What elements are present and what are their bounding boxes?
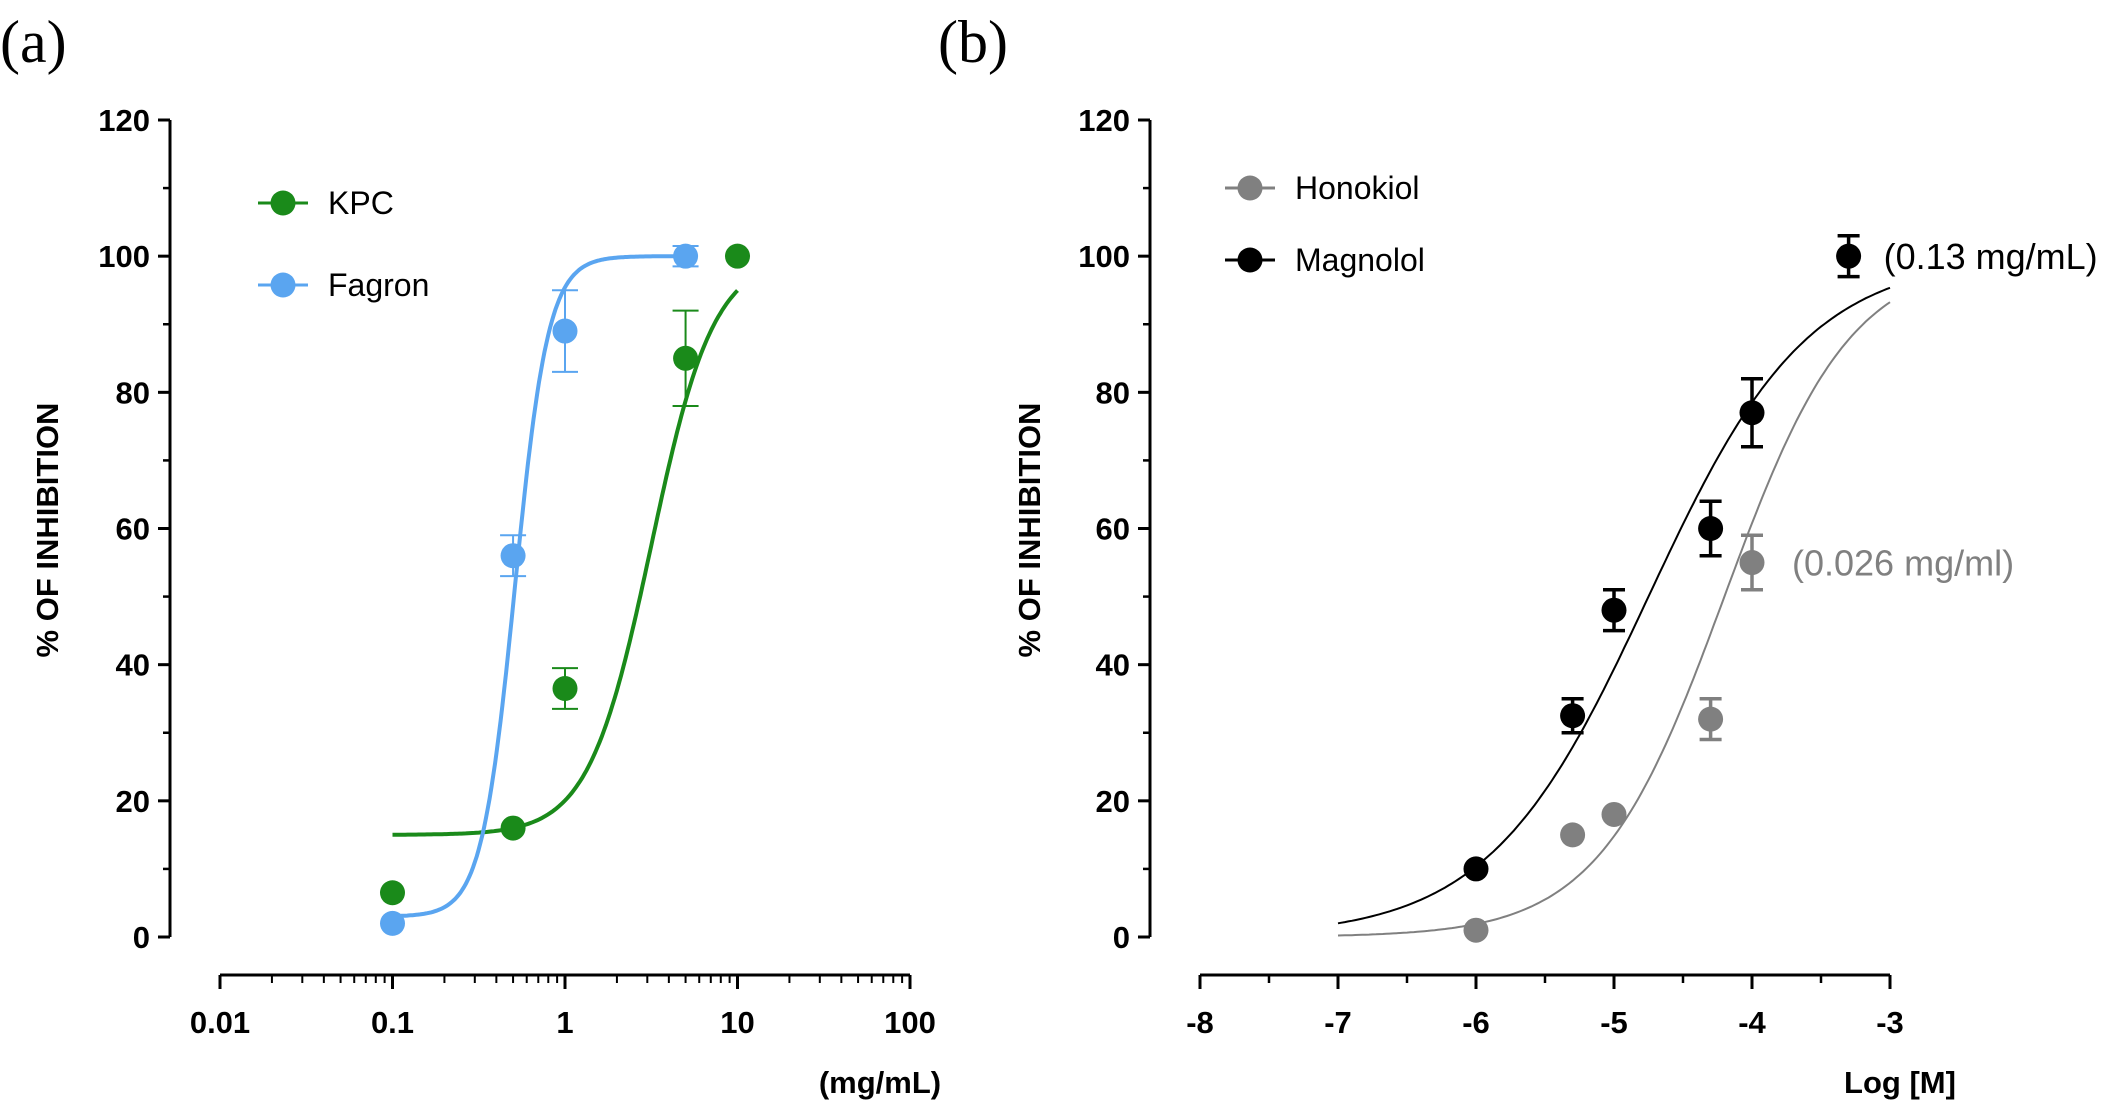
panel-label: (a) bbox=[0, 9, 67, 75]
legend-label-honokiol: Honokiol bbox=[1295, 170, 1420, 206]
x-tick-label: 0.1 bbox=[371, 1005, 414, 1040]
y-tick-label: 80 bbox=[1096, 375, 1130, 410]
fit-curve-kpc bbox=[392, 289, 739, 837]
data-point-magnolol bbox=[1739, 400, 1765, 426]
annotation-label: (0.13 mg/mL) bbox=[1884, 236, 2098, 277]
legend-marker-fagron bbox=[270, 272, 296, 298]
y-tick-label: 80 bbox=[116, 375, 150, 410]
x-tick-label: -8 bbox=[1186, 1005, 1214, 1040]
legend-label-magnolol: Magnolol bbox=[1295, 242, 1425, 278]
data-point-honokiol bbox=[1463, 917, 1489, 943]
data-point-kpc bbox=[380, 880, 405, 906]
fit-curve-magnolol bbox=[1337, 286, 1891, 925]
y-tick-label: 60 bbox=[1096, 512, 1130, 547]
x-axis-title: Log [M] bbox=[1844, 1065, 1956, 1100]
data-point-honokiol bbox=[1560, 822, 1586, 848]
y-tick-label: 40 bbox=[1096, 648, 1130, 683]
annotation-label: (0.026 mg/ml) bbox=[1792, 543, 2014, 584]
y-axis-title: % OF INHIBITION bbox=[30, 403, 65, 658]
y-tick-label: 120 bbox=[1078, 103, 1130, 138]
data-point-honokiol bbox=[1601, 801, 1627, 827]
x-tick-label: 100 bbox=[884, 1005, 936, 1040]
x-tick-label: -4 bbox=[1738, 1005, 1766, 1040]
data-point-fagron bbox=[500, 543, 526, 569]
y-tick-label: 0 bbox=[133, 920, 150, 955]
data-point-magnolol bbox=[1698, 516, 1724, 541]
y-tick-label: 60 bbox=[116, 512, 150, 547]
x-tick-label: 10 bbox=[720, 1005, 754, 1040]
y-tick-label: 40 bbox=[116, 648, 150, 683]
legend-marker-kpc bbox=[270, 190, 296, 216]
y-tick-label: 120 bbox=[98, 103, 150, 138]
x-tick-label: -7 bbox=[1324, 1005, 1352, 1040]
y-tick-label: 0 bbox=[1113, 920, 1130, 955]
data-point-kpc bbox=[725, 243, 750, 269]
data-point-fagron bbox=[380, 910, 405, 936]
x-axis-title: (mg/mL) bbox=[819, 1065, 941, 1100]
legend-marker-magnolol bbox=[1237, 247, 1263, 273]
data-point-kpc bbox=[500, 815, 526, 841]
legend-marker-honokiol bbox=[1237, 175, 1263, 201]
data-point-honokiol bbox=[1739, 550, 1765, 576]
y-tick-label: 20 bbox=[1096, 784, 1130, 819]
x-tick-label: 1 bbox=[556, 1005, 573, 1040]
legend-label-kpc: KPC bbox=[328, 185, 394, 221]
data-point-magnolol bbox=[1463, 856, 1489, 882]
x-tick-label: 0.01 bbox=[190, 1005, 250, 1040]
panel-label: (b) bbox=[938, 9, 1008, 75]
data-point-honokiol bbox=[1698, 706, 1724, 732]
data-point-fagron bbox=[552, 318, 578, 344]
data-point-magnolol bbox=[1601, 597, 1627, 623]
x-tick-label: -5 bbox=[1600, 1005, 1628, 1040]
data-point-kpc bbox=[552, 675, 578, 701]
x-tick-label: -3 bbox=[1876, 1005, 1904, 1040]
data-point-kpc bbox=[673, 345, 699, 371]
fit-curve-fagron bbox=[392, 254, 686, 919]
fit-curve-honokiol bbox=[1337, 301, 1891, 937]
y-tick-label: 20 bbox=[116, 784, 150, 819]
x-tick-label: -6 bbox=[1462, 1005, 1490, 1040]
legend-label-fagron: Fagron bbox=[328, 267, 429, 303]
y-tick-label: 100 bbox=[98, 239, 150, 274]
data-point-fagron bbox=[673, 243, 699, 269]
data-point-magnolol bbox=[1560, 703, 1586, 729]
y-axis-title: % OF INHIBITION bbox=[1012, 403, 1047, 658]
y-tick-label: 100 bbox=[1078, 239, 1130, 274]
data-point-magnolol bbox=[1836, 243, 1862, 269]
